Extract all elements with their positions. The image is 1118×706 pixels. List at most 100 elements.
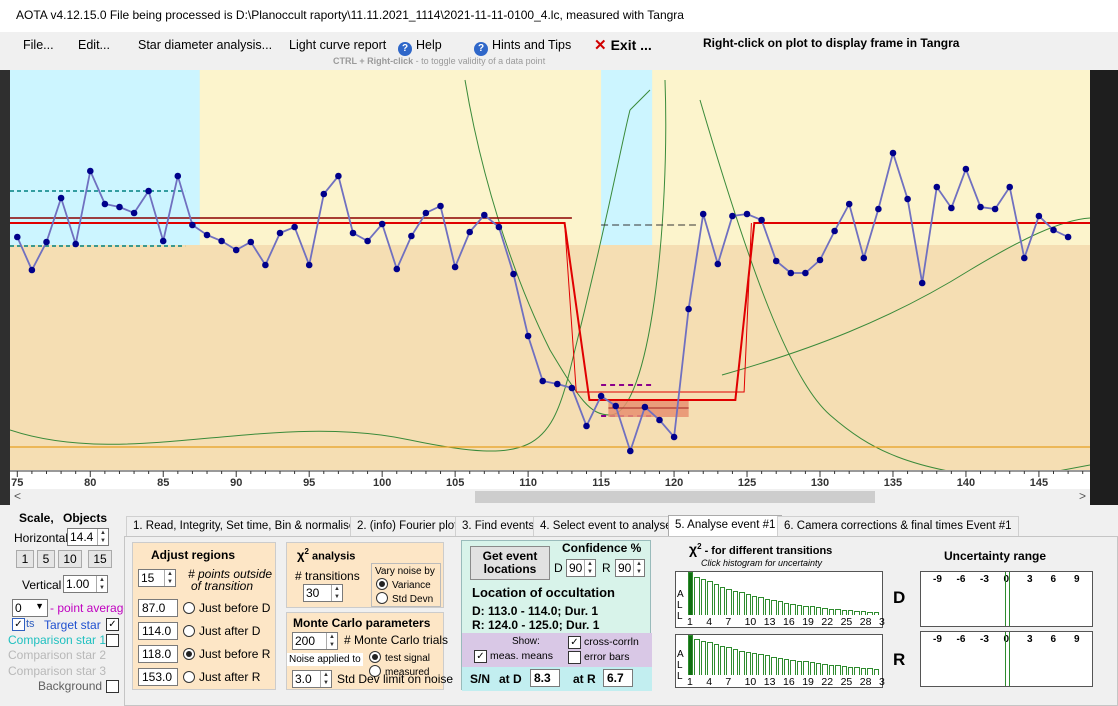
- data-point[interactable]: [627, 447, 634, 455]
- histogram-bar[interactable]: [796, 604, 803, 615]
- histogram-bar[interactable]: [860, 611, 867, 615]
- spinner-icon[interactable]: ▲ ▼: [584, 560, 595, 576]
- data-point[interactable]: [845, 200, 853, 208]
- data-point[interactable]: [130, 209, 138, 217]
- data-point[interactable]: [699, 210, 707, 218]
- spinner-icon[interactable]: ▲ ▼: [633, 560, 644, 576]
- meas-means-checkbox[interactable]: ✓: [474, 650, 487, 663]
- histogram-bar[interactable]: [771, 599, 777, 615]
- region-just-before-d-value[interactable]: 87.0: [138, 599, 178, 617]
- histogram-bar[interactable]: [688, 572, 694, 615]
- histogram-bar[interactable]: [828, 664, 835, 675]
- histogram-bar[interactable]: [854, 667, 860, 675]
- data-point[interactable]: [145, 187, 152, 195]
- data-point[interactable]: [554, 380, 561, 388]
- data-point[interactable]: [583, 422, 590, 430]
- histogram-bar[interactable]: [752, 595, 758, 615]
- histogram-bar[interactable]: [835, 665, 841, 675]
- noise-test-signal-option[interactable]: test signal: [369, 651, 430, 664]
- tab-fourier[interactable]: 2. (info) Fourier plot: [350, 516, 465, 536]
- data-point[interactable]: [597, 392, 605, 400]
- data-points[interactable]: [14, 149, 1072, 455]
- confidence-d-input[interactable]: 90 ▲ ▼: [566, 559, 596, 577]
- data-point[interactable]: [276, 229, 284, 237]
- histogram-bar[interactable]: [726, 588, 732, 615]
- data-point[interactable]: [393, 265, 401, 273]
- region-just-after-d[interactable]: Just after D: [183, 624, 260, 638]
- histogram-bar[interactable]: [771, 656, 777, 675]
- data-point[interactable]: [656, 416, 663, 424]
- data-point[interactable]: [875, 205, 882, 213]
- histogram-bar[interactable]: [764, 655, 771, 675]
- points-checkbox[interactable]: ✓: [12, 618, 25, 631]
- data-point[interactable]: [101, 200, 109, 208]
- data-point[interactable]: [305, 261, 313, 269]
- histogram-bar[interactable]: [720, 586, 726, 615]
- chi2-histogram-d[interactable]: A L L 1 4 7 10 13 16 19 22 25 28 3: [675, 571, 885, 628]
- histogram-bar[interactable]: [835, 609, 841, 615]
- histogram-bar[interactable]: [803, 605, 809, 615]
- histogram-bar[interactable]: [809, 662, 815, 675]
- data-point[interactable]: [43, 238, 50, 246]
- uncertainty-chart-d[interactable]: -9 -6 -3 0 3 6 9: [920, 571, 1093, 627]
- data-point[interactable]: [670, 433, 678, 441]
- scale-button-15[interactable]: 15: [88, 550, 112, 568]
- data-point[interactable]: [918, 279, 926, 287]
- histogram-bar[interactable]: [758, 597, 764, 615]
- menu-file[interactable]: File...: [23, 38, 54, 52]
- region-just-after-r-value[interactable]: 153.0: [138, 668, 178, 686]
- region-just-after-r[interactable]: Just after R: [183, 670, 260, 684]
- histogram-bar[interactable]: [873, 612, 879, 615]
- data-point[interactable]: [524, 332, 532, 340]
- data-point[interactable]: [933, 183, 941, 191]
- menu-hints[interactable]: ? Hints and Tips: [474, 38, 571, 56]
- data-point[interactable]: [320, 190, 328, 198]
- histogram-bar[interactable]: [873, 668, 879, 675]
- target-star-checkbox[interactable]: ✓: [106, 618, 119, 631]
- histogram-bar[interactable]: [732, 649, 739, 675]
- data-point[interactable]: [451, 263, 459, 271]
- data-point[interactable]: [889, 149, 897, 157]
- menu-edit[interactable]: Edit...: [78, 38, 110, 52]
- histogram-bar[interactable]: [784, 602, 790, 615]
- spinner-icon[interactable]: ▲ ▼: [97, 529, 108, 545]
- data-point[interactable]: [1035, 212, 1043, 220]
- histogram-bar[interactable]: [777, 601, 783, 615]
- scroll-thumb[interactable]: [475, 491, 875, 503]
- scale-button-1[interactable]: 1: [16, 550, 34, 568]
- points-outside-input[interactable]: 15 ▲ ▼: [138, 569, 176, 587]
- data-point[interactable]: [758, 216, 765, 224]
- data-point[interactable]: [685, 305, 692, 313]
- region-just-after-d-value[interactable]: 114.0: [138, 622, 178, 640]
- histogram-bar[interactable]: [809, 606, 815, 615]
- region-just-before-r-value[interactable]: 118.0: [138, 645, 178, 663]
- data-point[interactable]: [57, 194, 65, 202]
- cross-corrln-checkbox[interactable]: ✓: [568, 636, 581, 649]
- data-point[interactable]: [232, 246, 240, 254]
- data-point[interactable]: [831, 227, 838, 235]
- spinner-icon[interactable]: ▲ ▼: [96, 576, 107, 592]
- tab-camera-corrections[interactable]: 6. Camera corrections & final times Even…: [777, 516, 1019, 536]
- data-point[interactable]: [116, 203, 123, 211]
- data-point[interactable]: [787, 269, 795, 277]
- data-point[interactable]: [729, 212, 736, 220]
- data-point[interactable]: [364, 237, 371, 245]
- data-point[interactable]: [802, 269, 809, 277]
- data-point[interactable]: [714, 260, 722, 268]
- histogram-bar[interactable]: [720, 645, 726, 675]
- spinner-icon[interactable]: ▲ ▼: [331, 585, 342, 601]
- histogram-bar[interactable]: [854, 610, 860, 615]
- histogram-bar[interactable]: [860, 667, 867, 675]
- data-point[interactable]: [174, 172, 182, 180]
- point-average-select[interactable]: 0 ▼: [12, 599, 48, 617]
- histogram-bar[interactable]: [764, 598, 771, 615]
- data-point[interactable]: [948, 204, 955, 212]
- monte-carlo-trials-input[interactable]: 200 ▲ ▼: [292, 632, 338, 650]
- menu-exit[interactable]: ✕ Exit ...: [594, 36, 652, 54]
- data-point[interactable]: [481, 211, 488, 219]
- tab-find-events[interactable]: 3. Find events: [455, 516, 542, 536]
- get-event-locations-button[interactable]: Get event locations: [470, 546, 550, 580]
- histogram-bar[interactable]: [790, 603, 796, 615]
- light-curve-plot[interactable]: 75 80 85 90 95 100 105 110 115 120 125 130 135 140 145: [10, 70, 1090, 490]
- histogram-bar[interactable]: [803, 661, 809, 675]
